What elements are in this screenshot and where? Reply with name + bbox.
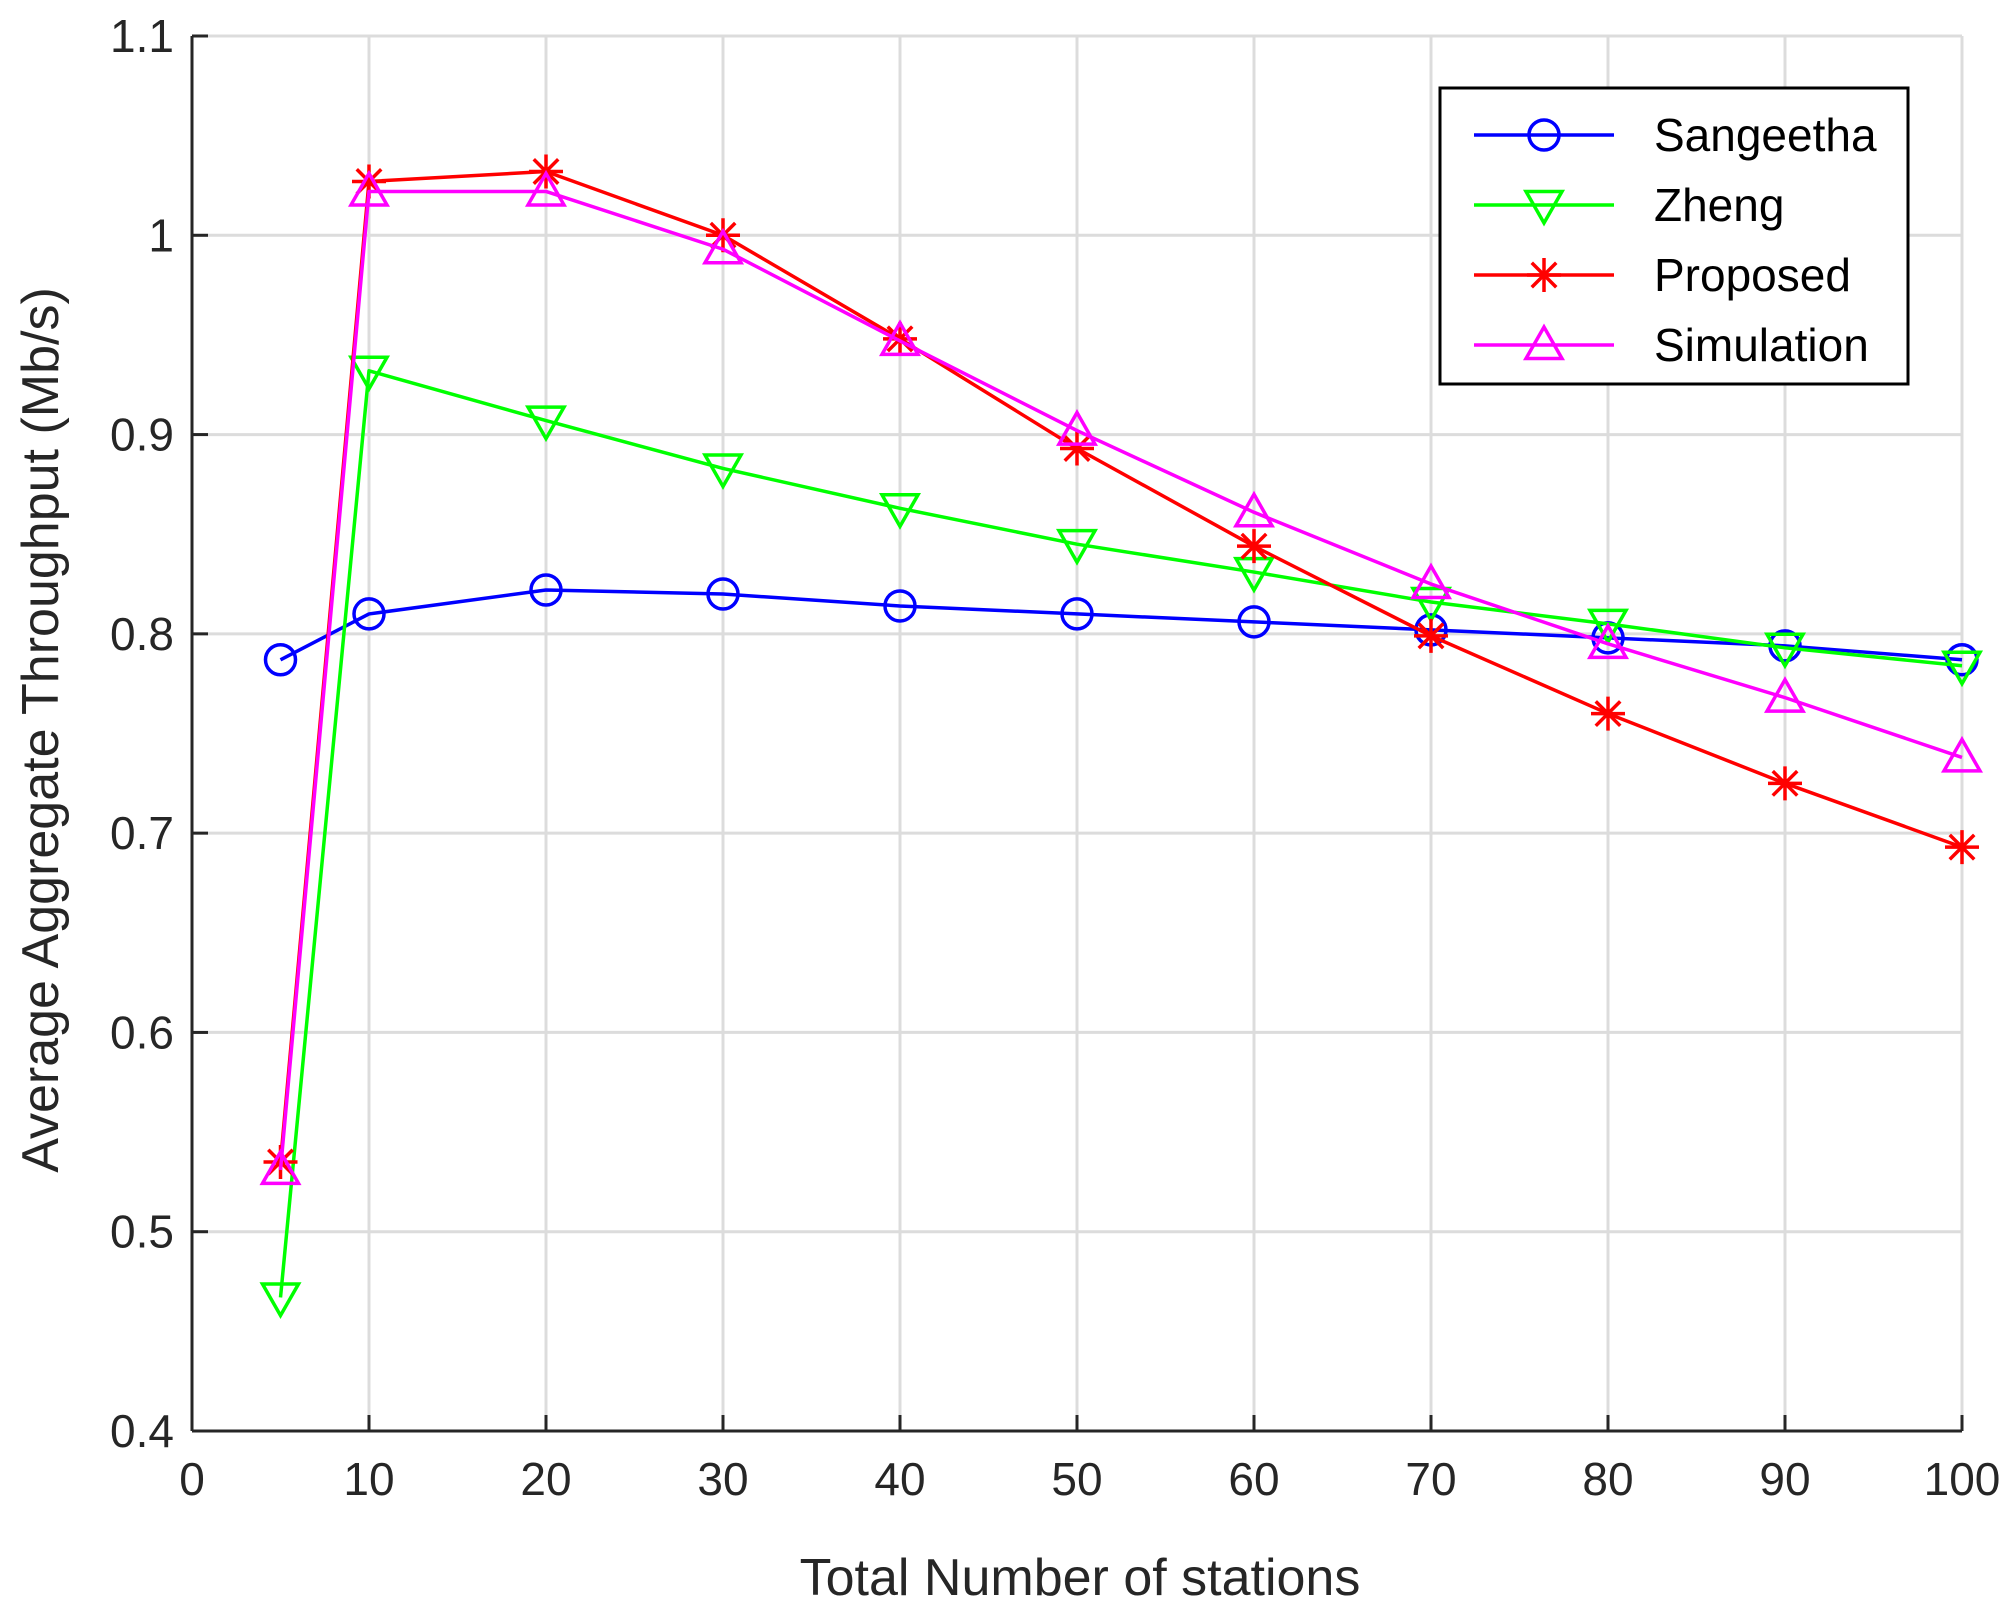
x-tick-label: 0 [179, 1453, 205, 1505]
data-point-sangeetha [263, 643, 298, 677]
data-point-sangeetha [883, 589, 917, 623]
data-point-simulation [347, 169, 391, 207]
y-tick-label: 0.9 [110, 409, 174, 461]
data-point-zheng [259, 1282, 302, 1320]
data-point-zheng [1940, 650, 1984, 688]
data-point-proposed [1768, 766, 1802, 801]
series-line-simulation [278, 189, 1963, 1171]
x-tick-label: 20 [520, 1453, 571, 1505]
data-point-simulation [1055, 409, 1099, 446]
legend-label-zheng: Zheng [1654, 179, 1784, 231]
x-tick-label: 90 [1759, 1453, 1810, 1505]
x-axis: 0 10 20 30 40 50 60 70 80 90 100 [179, 1415, 2000, 1505]
y-tick-label: 0.8 [110, 608, 174, 660]
x-tick-label: 10 [343, 1453, 394, 1505]
x-tick-label: 80 [1582, 1453, 1633, 1505]
data-point-proposed [1060, 431, 1094, 466]
data-point-sangeetha [352, 597, 386, 631]
legend-marker-simulation [1522, 323, 1566, 361]
data-point-proposed [1237, 529, 1271, 564]
x-tick-label: 50 [1051, 1453, 1102, 1505]
y-tick-label: 0.7 [110, 807, 174, 859]
series-line-sangeetha [279, 588, 1963, 662]
legend-item-zheng: Zheng [1474, 179, 1784, 231]
legend-item-sangeetha: Sangeetha [1474, 109, 1877, 161]
data-point-simulation [1586, 622, 1630, 660]
y-tick-label: 0.5 [110, 1206, 174, 1258]
data-point-proposed [706, 218, 740, 253]
y-axis-title: Average Aggregate Throughput (Mb/s) [12, 287, 70, 1173]
y-axis: 0.4 0.5 0.6 0.7 0.8 0.9 1 1.1 [110, 10, 208, 1457]
x-tick-label: 30 [697, 1453, 748, 1505]
data-point-simulation [1763, 676, 1807, 713]
legend-item-proposed: Proposed [1474, 249, 1851, 301]
data-point-zheng [347, 355, 391, 393]
y-tick-label: 0.4 [110, 1405, 174, 1457]
legend-label-sangeetha: Sangeetha [1654, 109, 1877, 161]
data-point-proposed [1591, 696, 1625, 731]
legend-marker-sangeetha [1527, 118, 1561, 152]
data-point-simulation [701, 227, 745, 265]
data-point-zheng [1763, 632, 1807, 670]
data-point-proposed [1945, 830, 1979, 865]
data-point-zheng [524, 405, 568, 443]
data-point-zheng [878, 493, 922, 530]
data-point-zheng [1409, 586, 1453, 624]
y-tick-label: 0.6 [110, 1006, 174, 1058]
legend-marker-zheng [1522, 189, 1566, 227]
data-point-simulation [1940, 735, 1984, 773]
data-point-sangeetha [529, 573, 563, 607]
data-point-sangeetha [706, 577, 740, 611]
data-point-simulation [878, 319, 922, 357]
data-point-simulation [524, 169, 568, 207]
legend-marker-proposed [1527, 258, 1561, 292]
data-point-sangeetha [1060, 597, 1094, 631]
data-point-zheng [1055, 528, 1099, 566]
x-tick-label: 100 [1924, 1453, 2001, 1505]
y-tick-label: 1.1 [110, 10, 174, 62]
x-tick-label: 40 [874, 1453, 925, 1505]
data-point-proposed [883, 321, 917, 356]
series-simulation [259, 169, 1984, 1186]
legend-item-simulation: Simulation [1474, 319, 1869, 371]
x-tick-label: 70 [1405, 1453, 1456, 1505]
x-tick-label: 60 [1228, 1453, 1279, 1505]
series-line-zheng [278, 369, 1963, 1298]
data-point-proposed [1414, 618, 1448, 653]
data-point-zheng [1586, 608, 1630, 646]
legend: Sangeetha Zheng Proposed Simulation [1438, 86, 1910, 386]
data-point-simulation [1232, 490, 1276, 528]
legend-box [1438, 86, 1910, 386]
y-tick-label: 1 [148, 209, 174, 261]
data-point-proposed [352, 164, 386, 199]
x-axis-title: Total Number of stations [800, 1549, 1361, 1605]
data-point-simulation [1409, 562, 1453, 600]
data-point-zheng [701, 453, 745, 490]
legend-label-proposed: Proposed [1654, 249, 1851, 301]
data-point-sangeetha [1237, 605, 1271, 639]
series-layer [259, 154, 1984, 1320]
legend-label-simulation: Simulation [1654, 319, 1869, 371]
data-point-simulation [259, 1148, 302, 1186]
